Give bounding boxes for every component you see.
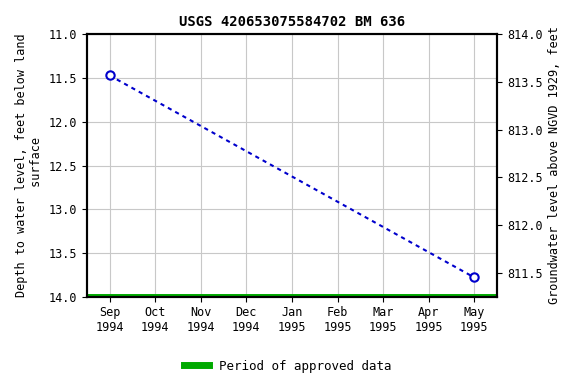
Y-axis label: Groundwater level above NGVD 1929, feet: Groundwater level above NGVD 1929, feet [548, 26, 561, 305]
Title: USGS 420653075584702 BM 636: USGS 420653075584702 BM 636 [179, 15, 405, 29]
Legend: Period of approved data: Period of approved data [179, 355, 397, 378]
Y-axis label: Depth to water level, feet below land
 surface: Depth to water level, feet below land su… [15, 34, 43, 297]
